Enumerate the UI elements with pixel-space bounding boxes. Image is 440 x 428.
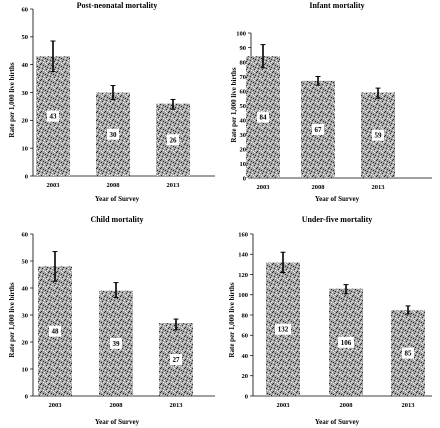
plot-area: 0 10 20 30 40 50 60 48 2003 39 2008 27 2013 [22,231,215,409]
y-tick-label: 30 [22,312,29,319]
y-tick-label: 80 [242,312,249,319]
data-label: 59 [375,132,383,140]
chart-title: Under-five mortality [302,215,373,224]
data-label: 43 [50,113,58,121]
x-tick-label: 2003 [277,402,291,409]
data-label-box [257,111,269,123]
x-axis-label: Year of Survey [315,195,360,203]
plot-area: 0 20 40 60 80 100 120 140 160 132 2003 106 2008 85 201… [238,231,432,409]
y-tick-label: 0 [243,175,246,182]
y-tick-label: 20 [240,146,247,153]
y-axis-label: Rate per 1,000 live births [8,62,16,137]
data-label-box [110,337,122,349]
data-label: 39 [113,340,121,348]
data-label-box [402,347,414,359]
data-label: 85 [405,349,413,357]
data-label: 27 [173,356,181,364]
data-label: 132 [278,326,289,334]
y-tick-label: 10 [240,161,247,168]
data-label-box [275,323,291,335]
y-tick-label: 140 [238,252,248,259]
panel-infant-mortality: Infant mortality Rate per 1,000 live bir… [230,1,432,203]
plot-area: 0 10 20 30 40 50 60 43 2003 30 2008 26 2013 [22,6,215,189]
x-axis-label: Year of Survey [95,195,140,203]
y-tick-label: 40 [22,285,29,292]
x-tick-label: 2003 [49,402,63,409]
panel-post-neonatal-mortality: Post-neonatal mortality Rate per 1,000 l… [8,1,215,203]
chart-title: Infant mortality [309,1,364,10]
y-tick-label: 160 [238,231,248,238]
y-axis-label: Rate per 1,000 live births [230,67,238,142]
y-tick-label: 120 [238,272,248,279]
data-label: 106 [341,339,352,347]
y-tick-label: 0 [25,173,28,180]
y-tick-label: 70 [240,74,247,81]
data-label-box [107,128,119,140]
y-tick-label: 100 [238,292,248,299]
y-tick-label: 0 [245,393,248,400]
data-label-box [49,325,61,337]
y-tick-label: 20 [22,339,29,346]
y-tick-label: 60 [22,6,29,13]
data-label-box [372,129,384,141]
x-tick-label: 2013 [167,182,181,189]
x-tick-label: 2013 [402,402,416,409]
y-tick-label: 60 [22,231,29,238]
y-tick-label: 50 [240,103,247,110]
y-tick-label: 40 [22,62,29,69]
data-label-box [167,134,179,146]
data-label-box [47,110,59,122]
chart-title: Post-neonatal mortality [77,1,158,10]
y-tick-label: 90 [240,45,247,52]
data-label: 67 [315,126,323,134]
y-tick-label: 40 [242,353,249,360]
x-tick-label: 2008 [110,402,124,409]
data-label-box [312,123,324,135]
data-label: 84 [260,114,268,122]
y-tick-label: 10 [22,145,29,152]
y-tick-label: 50 [22,258,29,265]
y-tick-label: 10 [22,366,29,373]
x-axis-label: Year of Survey [315,418,360,426]
data-label: 26 [170,136,178,144]
y-tick-label: 60 [240,88,247,95]
y-tick-label: 20 [22,118,29,125]
y-tick-label: 20 [242,373,249,380]
data-label: 30 [110,131,118,139]
x-tick-label: 2008 [312,184,326,191]
plot-area: 0 10 20 30 40 50 60 70 80 90 100 84 2003 67 2008 59 2013 [236,30,432,191]
panel-under-five-mortality: Under-five mortality Rate per 1,000 live… [228,215,432,426]
x-tick-label: 2003 [47,182,61,189]
y-tick-label: 50 [22,34,29,41]
y-axis-label: Rate per 1,000 live births [8,282,16,357]
y-tick-label: 30 [22,90,29,97]
chart-title: Child mortality [90,215,143,224]
y-tick-label: 40 [240,117,247,124]
x-tick-label: 2008 [340,402,354,409]
panel-child-mortality: Child mortality Rate per 1,000 live birt… [8,215,215,426]
y-axis-label: Rate per 1,000 live births [228,282,236,357]
y-tick-label: 0 [25,393,28,400]
data-label-box [338,336,354,348]
x-tick-label: 2013 [170,402,184,409]
y-tick-label: 60 [242,333,249,340]
data-label-box [170,354,182,366]
x-axis-label: Year of Survey [95,418,140,426]
x-tick-label: 2013 [372,184,386,191]
x-tick-label: 2008 [107,182,121,189]
data-label: 48 [52,328,60,336]
x-tick-label: 2003 [257,184,271,191]
y-tick-label: 80 [240,59,247,66]
y-tick-label: 30 [240,132,247,139]
y-tick-label: 100 [236,30,246,37]
